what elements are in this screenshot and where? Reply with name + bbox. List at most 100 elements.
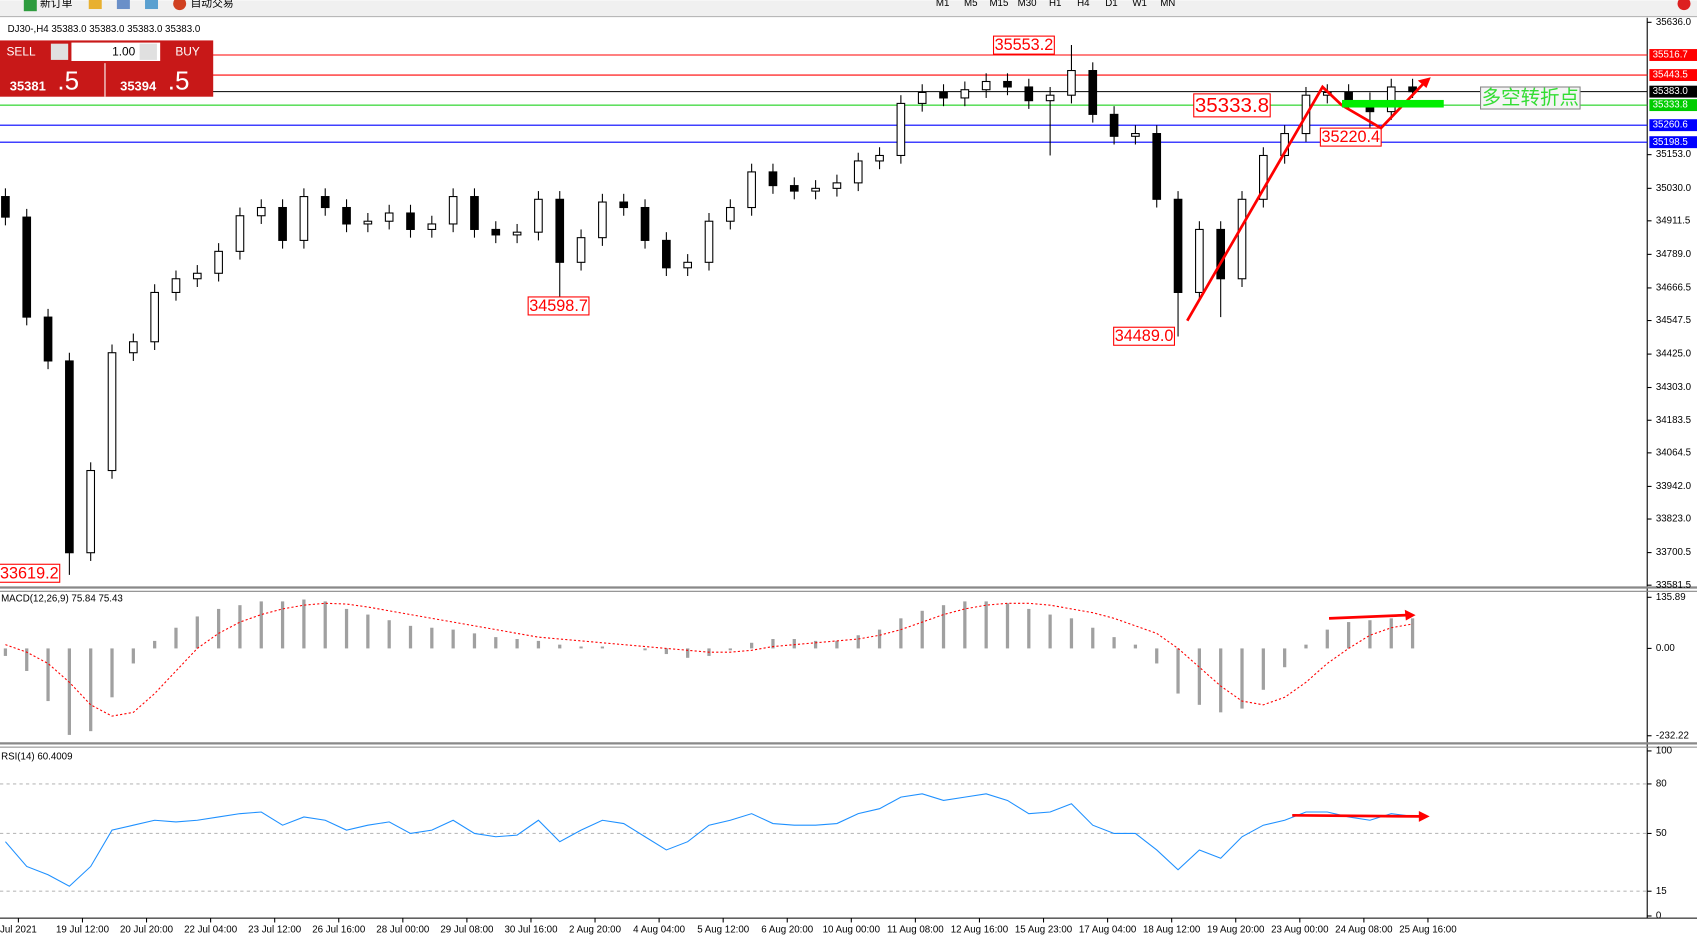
- macd-bar: [1133, 644, 1138, 649]
- y-tick-label: 34064.5: [1656, 447, 1691, 458]
- y-tick-label: 34666.5: [1656, 283, 1691, 294]
- candle-body: [939, 91, 948, 99]
- lots-value[interactable]: 1.00: [112, 44, 136, 58]
- macd-bar: [1027, 608, 1031, 649]
- macd-arrow: [1328, 613, 1408, 620]
- price-level-label: 35443.5: [1653, 70, 1688, 81]
- timeframe-button[interactable]: D1: [1105, 0, 1117, 9]
- sell-price[interactable]: 35381: [10, 78, 46, 93]
- macd-bar: [408, 625, 413, 649]
- candle-body: [107, 352, 117, 472]
- y-tick-label: 0: [1656, 911, 1662, 922]
- y-tick-label: 34911.5: [1656, 215, 1690, 226]
- auto-trading-icon[interactable]: [173, 0, 187, 11]
- buy-button[interactable]: BUY: [175, 44, 200, 58]
- x-tick-label: 28 Jul 00:00: [376, 925, 430, 936]
- candle-body: [214, 250, 223, 274]
- timeframe-button[interactable]: MN: [1160, 0, 1175, 9]
- macd-bar: [153, 640, 157, 649]
- macd-bar: [1283, 648, 1287, 668]
- y-tick-label: 35153.0: [1656, 149, 1692, 160]
- trend-arrow: [1186, 84, 1343, 322]
- y-tick-label: 80: [1656, 779, 1667, 790]
- y-tick-label: 33700.5: [1656, 547, 1691, 558]
- auto-trading[interactable]: 自动交易: [190, 0, 233, 9]
- candle-body: [192, 272, 202, 280]
- price-level-tag: [1649, 49, 1697, 61]
- x-tick-label: 29 Jul 08:00: [440, 925, 494, 936]
- macd-bar: [1240, 648, 1244, 709]
- candle-body: [299, 196, 309, 241]
- macd-bar: [856, 635, 860, 649]
- alert-icon[interactable]: [1677, 0, 1691, 11]
- x-tick-label: 22 Jul 04:00: [184, 925, 238, 936]
- timeframe-button[interactable]: H4: [1077, 0, 1090, 9]
- candle-body: [406, 212, 415, 230]
- label-box: [1193, 93, 1271, 118]
- annotation: 35553.2: [995, 36, 1054, 54]
- candle-body: [235, 215, 245, 252]
- new-order-icon[interactable]: [23, 0, 37, 12]
- timeframe-button[interactable]: M15: [989, 0, 1008, 9]
- macd-bar: [110, 648, 114, 698]
- macd-bar: [1368, 620, 1372, 649]
- candle-body: [1045, 94, 1055, 102]
- macd-bar: [813, 640, 818, 649]
- annotation: 33619.2: [0, 564, 59, 582]
- candle-body: [555, 198, 565, 263]
- y-tick-label: 35030.0: [1656, 183, 1692, 194]
- candle-body: [1, 196, 10, 218]
- x-tick-label: Jul 2021: [0, 925, 37, 936]
- chart-header: DJ30-,H4 35383.0 35383.0 35383.0 35383.0: [8, 24, 201, 35]
- icon[interactable]: [145, 0, 159, 10]
- label-box: [1113, 326, 1176, 346]
- price-level-tag: [1649, 69, 1697, 82]
- macd-bar: [1325, 629, 1329, 649]
- timeframe-button[interactable]: W1: [1132, 0, 1147, 9]
- plot: 35636.0 35153.0 35030.0 34911.5 34789.0 34666…: [0, 17, 1697, 936]
- icon[interactable]: [116, 0, 130, 10]
- timeframe-button[interactable]: M30: [1018, 0, 1038, 9]
- y-tick-label: 35636.0: [1656, 17, 1692, 28]
- y-tick-label: 15: [1656, 886, 1667, 897]
- lots-up[interactable]: [139, 43, 157, 60]
- macd-bar: [472, 633, 477, 649]
- arrow-head: [1418, 810, 1430, 822]
- candle-body: [491, 228, 501, 236]
- lots-down[interactable]: [50, 43, 69, 60]
- candle-body: [1131, 133, 1140, 137]
- price-level-label: 35516.7: [1653, 50, 1688, 61]
- x-tick-label: 25 Aug 16:00: [1399, 925, 1457, 936]
- macd-bar: [558, 644, 562, 649]
- buy-price-pip[interactable]: .5: [168, 65, 190, 95]
- candle-body: [981, 80, 991, 91]
- lots-field[interactable]: [71, 42, 161, 61]
- timeframe-button[interactable]: M1: [936, 0, 950, 9]
- x-tick-label: 15 Aug 23:00: [1015, 925, 1073, 936]
- candle-body: [22, 216, 32, 318]
- macd-bar: [67, 648, 71, 735]
- annotation: 35333.8: [1195, 94, 1269, 117]
- candle-body: [1344, 91, 1353, 102]
- timeframe-button[interactable]: M5: [964, 0, 978, 9]
- candle-body: [1216, 228, 1226, 280]
- macd-bar: [216, 608, 221, 649]
- price-level-label: 35260.6: [1653, 120, 1688, 131]
- macd-bar: [1112, 637, 1116, 649]
- timeframe-button[interactable]: H1: [1049, 0, 1061, 9]
- y-tick-label: -232.22: [1656, 730, 1689, 741]
- candle-body: [256, 206, 266, 217]
- y-tick-label: 33581.5: [1656, 580, 1691, 591]
- macd-bar: [536, 640, 541, 649]
- candle-body: [448, 196, 458, 225]
- x-tick-label: 23 Aug 00:00: [1271, 925, 1329, 936]
- sell-button[interactable]: SELL: [6, 44, 35, 58]
- buy-price[interactable]: 35394: [120, 78, 157, 93]
- icon[interactable]: [88, 0, 102, 10]
- price-level-label: 35333.8: [1653, 100, 1688, 111]
- macd-signal: [5, 602, 1413, 717]
- new-order[interactable]: 新订单: [40, 0, 73, 9]
- sell-price-pip[interactable]: .5: [57, 65, 79, 95]
